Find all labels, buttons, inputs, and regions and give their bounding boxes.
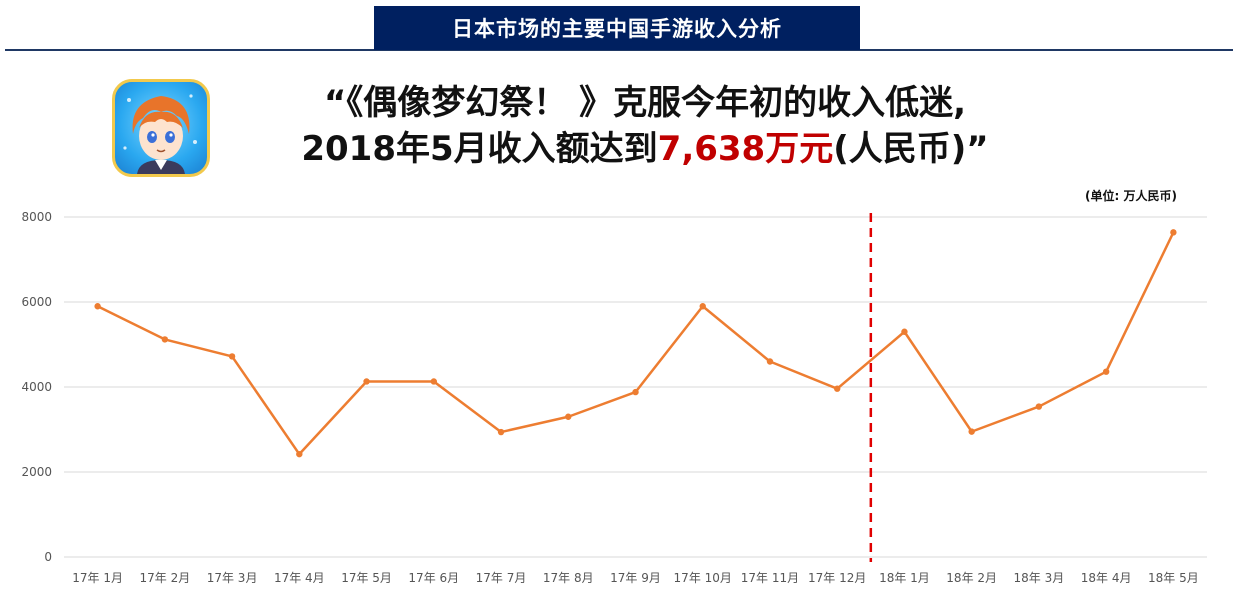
x-tick-label: 17年 1月 — [72, 571, 123, 585]
data-point — [94, 303, 101, 310]
data-point — [228, 353, 236, 360]
data-point — [901, 328, 908, 335]
headline-line2: 2018年5月收入额达到7,638万元(人民币)” — [235, 126, 1055, 172]
x-tick-label: 17年 6月 — [408, 571, 459, 585]
page-title: 日本市场的主要中国手游收入分析 — [374, 6, 860, 50]
x-tick-label: 17年 12月 — [808, 571, 866, 585]
x-tick-label: 18年 2月 — [946, 571, 997, 585]
y-tick-label: 6000 — [21, 295, 52, 309]
data-point — [363, 378, 370, 385]
x-tick-label: 17年 8月 — [543, 571, 594, 585]
x-tick-label: 17年 9月 — [610, 571, 661, 585]
x-tick-label: 18年 5月 — [1148, 571, 1199, 585]
x-tick-label: 17年 10月 — [674, 571, 732, 585]
series-line — [97, 231, 1175, 456]
x-tick-label: 17年 5月 — [341, 571, 392, 585]
data-point — [1035, 403, 1043, 410]
unit-label: (单位: 万人民币) — [1085, 189, 1177, 203]
data-point — [1170, 229, 1177, 236]
x-tick-label: 17年 7月 — [476, 571, 527, 585]
y-tick-label: 2000 — [21, 465, 52, 479]
x-tick-label: 18年 4月 — [1081, 571, 1132, 585]
headline: “《偶像梦幻祭！ 》克服今年初的收入低迷, 2018年5月收入额达到7,638万… — [235, 80, 1055, 172]
x-tick-label: 17年 3月 — [207, 571, 258, 585]
data-point — [430, 378, 437, 385]
x-tick-label: 18年 3月 — [1014, 571, 1065, 585]
x-tick-label: 17年 2月 — [139, 571, 190, 585]
x-tick-label: 17年 11月 — [741, 571, 799, 585]
data-point — [296, 450, 303, 458]
data-point — [834, 385, 841, 392]
headline-line2-prefix: 2018年5月收入额达到 — [301, 129, 658, 169]
header-rule — [5, 49, 1233, 51]
app-icon — [112, 79, 210, 177]
data-point — [161, 336, 169, 343]
data-point — [968, 428, 975, 435]
x-tick-label: 18年 1月 — [879, 571, 930, 585]
headline-highlight-value: 7,638万元 — [657, 129, 834, 169]
y-tick-label: 8000 — [21, 210, 52, 224]
x-tick-label: 17年 4月 — [274, 571, 325, 585]
y-tick-label: 0 — [44, 550, 52, 564]
data-point — [632, 388, 639, 396]
data-point — [1102, 368, 1110, 375]
headline-line1: “《偶像梦幻祭！ 》克服今年初的收入低迷, — [323, 83, 967, 123]
data-point — [699, 303, 706, 310]
data-point — [497, 428, 505, 436]
headline-line2-suffix: (人民币)” — [833, 129, 989, 169]
data-point — [766, 358, 774, 365]
data-point — [565, 413, 572, 420]
y-tick-label: 4000 — [21, 380, 52, 394]
